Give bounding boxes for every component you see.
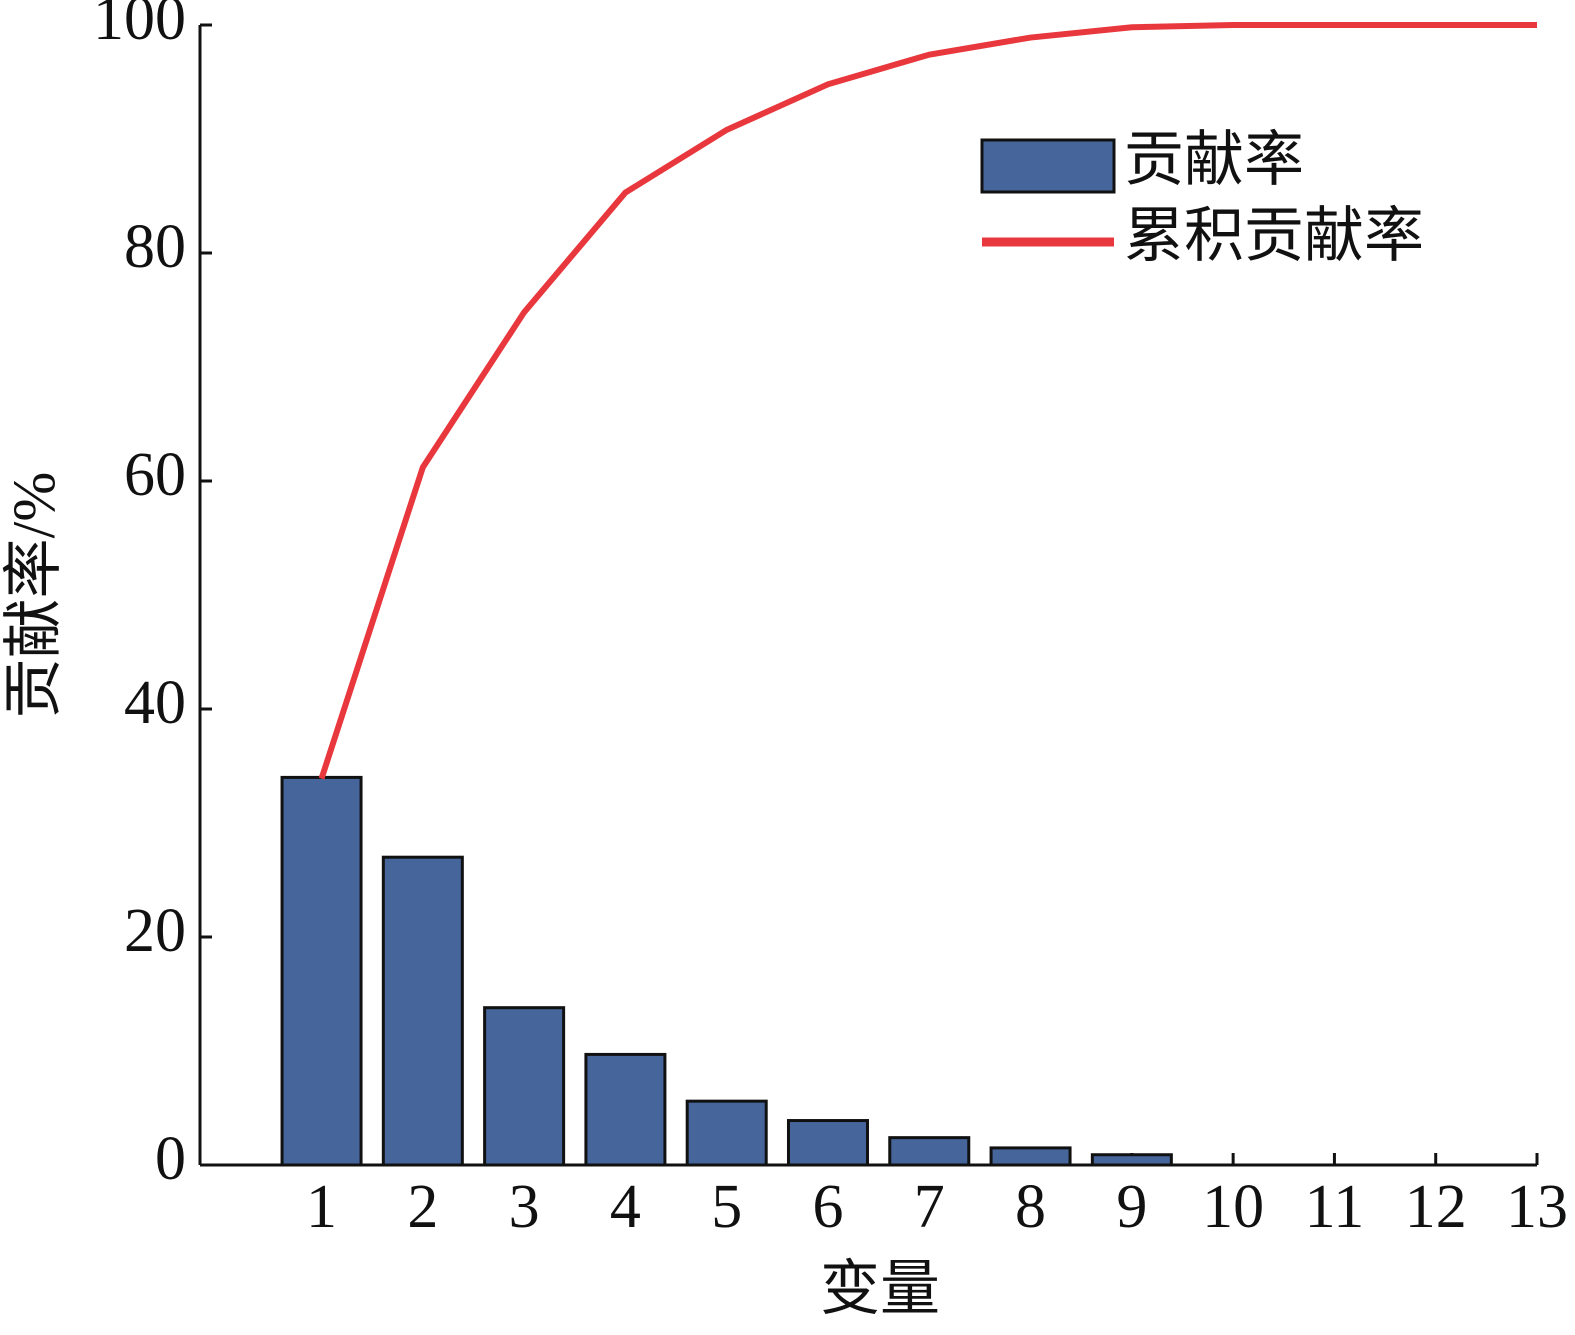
legend-label: 累积贡献率 xyxy=(1124,203,1424,269)
legend-swatch xyxy=(980,138,1116,194)
bar xyxy=(584,1052,667,1167)
bar xyxy=(888,1136,971,1167)
x-tick-label: 1 xyxy=(306,1173,337,1241)
x-tick-label: 5 xyxy=(711,1173,742,1241)
bar xyxy=(786,1119,869,1167)
y-tick-label: 60 xyxy=(124,441,186,509)
x-tick-label: 9 xyxy=(1116,1173,1147,1241)
bar xyxy=(1090,1153,1173,1167)
x-tick-label: 7 xyxy=(914,1173,945,1241)
legend-label: 贡献率 xyxy=(1124,127,1304,193)
x-tick-label: 6 xyxy=(812,1173,843,1241)
x-tick-label: 10 xyxy=(1202,1173,1264,1241)
bar xyxy=(280,775,363,1167)
bar xyxy=(685,1099,768,1167)
x-tick-label: 13 xyxy=(1506,1173,1568,1241)
y-axis-label: 贡献率/% xyxy=(1,472,67,719)
x-tick-label: 2 xyxy=(407,1173,438,1241)
x-tick-label: 4 xyxy=(610,1173,641,1241)
x-tick-label: 12 xyxy=(1405,1173,1467,1241)
bar xyxy=(483,1006,566,1167)
y-tick-label: 100 xyxy=(93,0,186,53)
y-tick-label: 80 xyxy=(124,213,186,281)
line xyxy=(318,22,1537,780)
bar xyxy=(989,1146,1072,1167)
y-tick-label: 0 xyxy=(155,1125,186,1193)
x-tick-label: 11 xyxy=(1305,1173,1365,1241)
x-tick-label: 3 xyxy=(509,1173,540,1241)
bar xyxy=(381,855,464,1167)
y-tick-label: 40 xyxy=(124,669,186,737)
y-tick-label: 20 xyxy=(124,897,186,965)
x-tick-label: 8 xyxy=(1015,1173,1046,1241)
x-axis-label: 变量 xyxy=(820,1256,940,1322)
